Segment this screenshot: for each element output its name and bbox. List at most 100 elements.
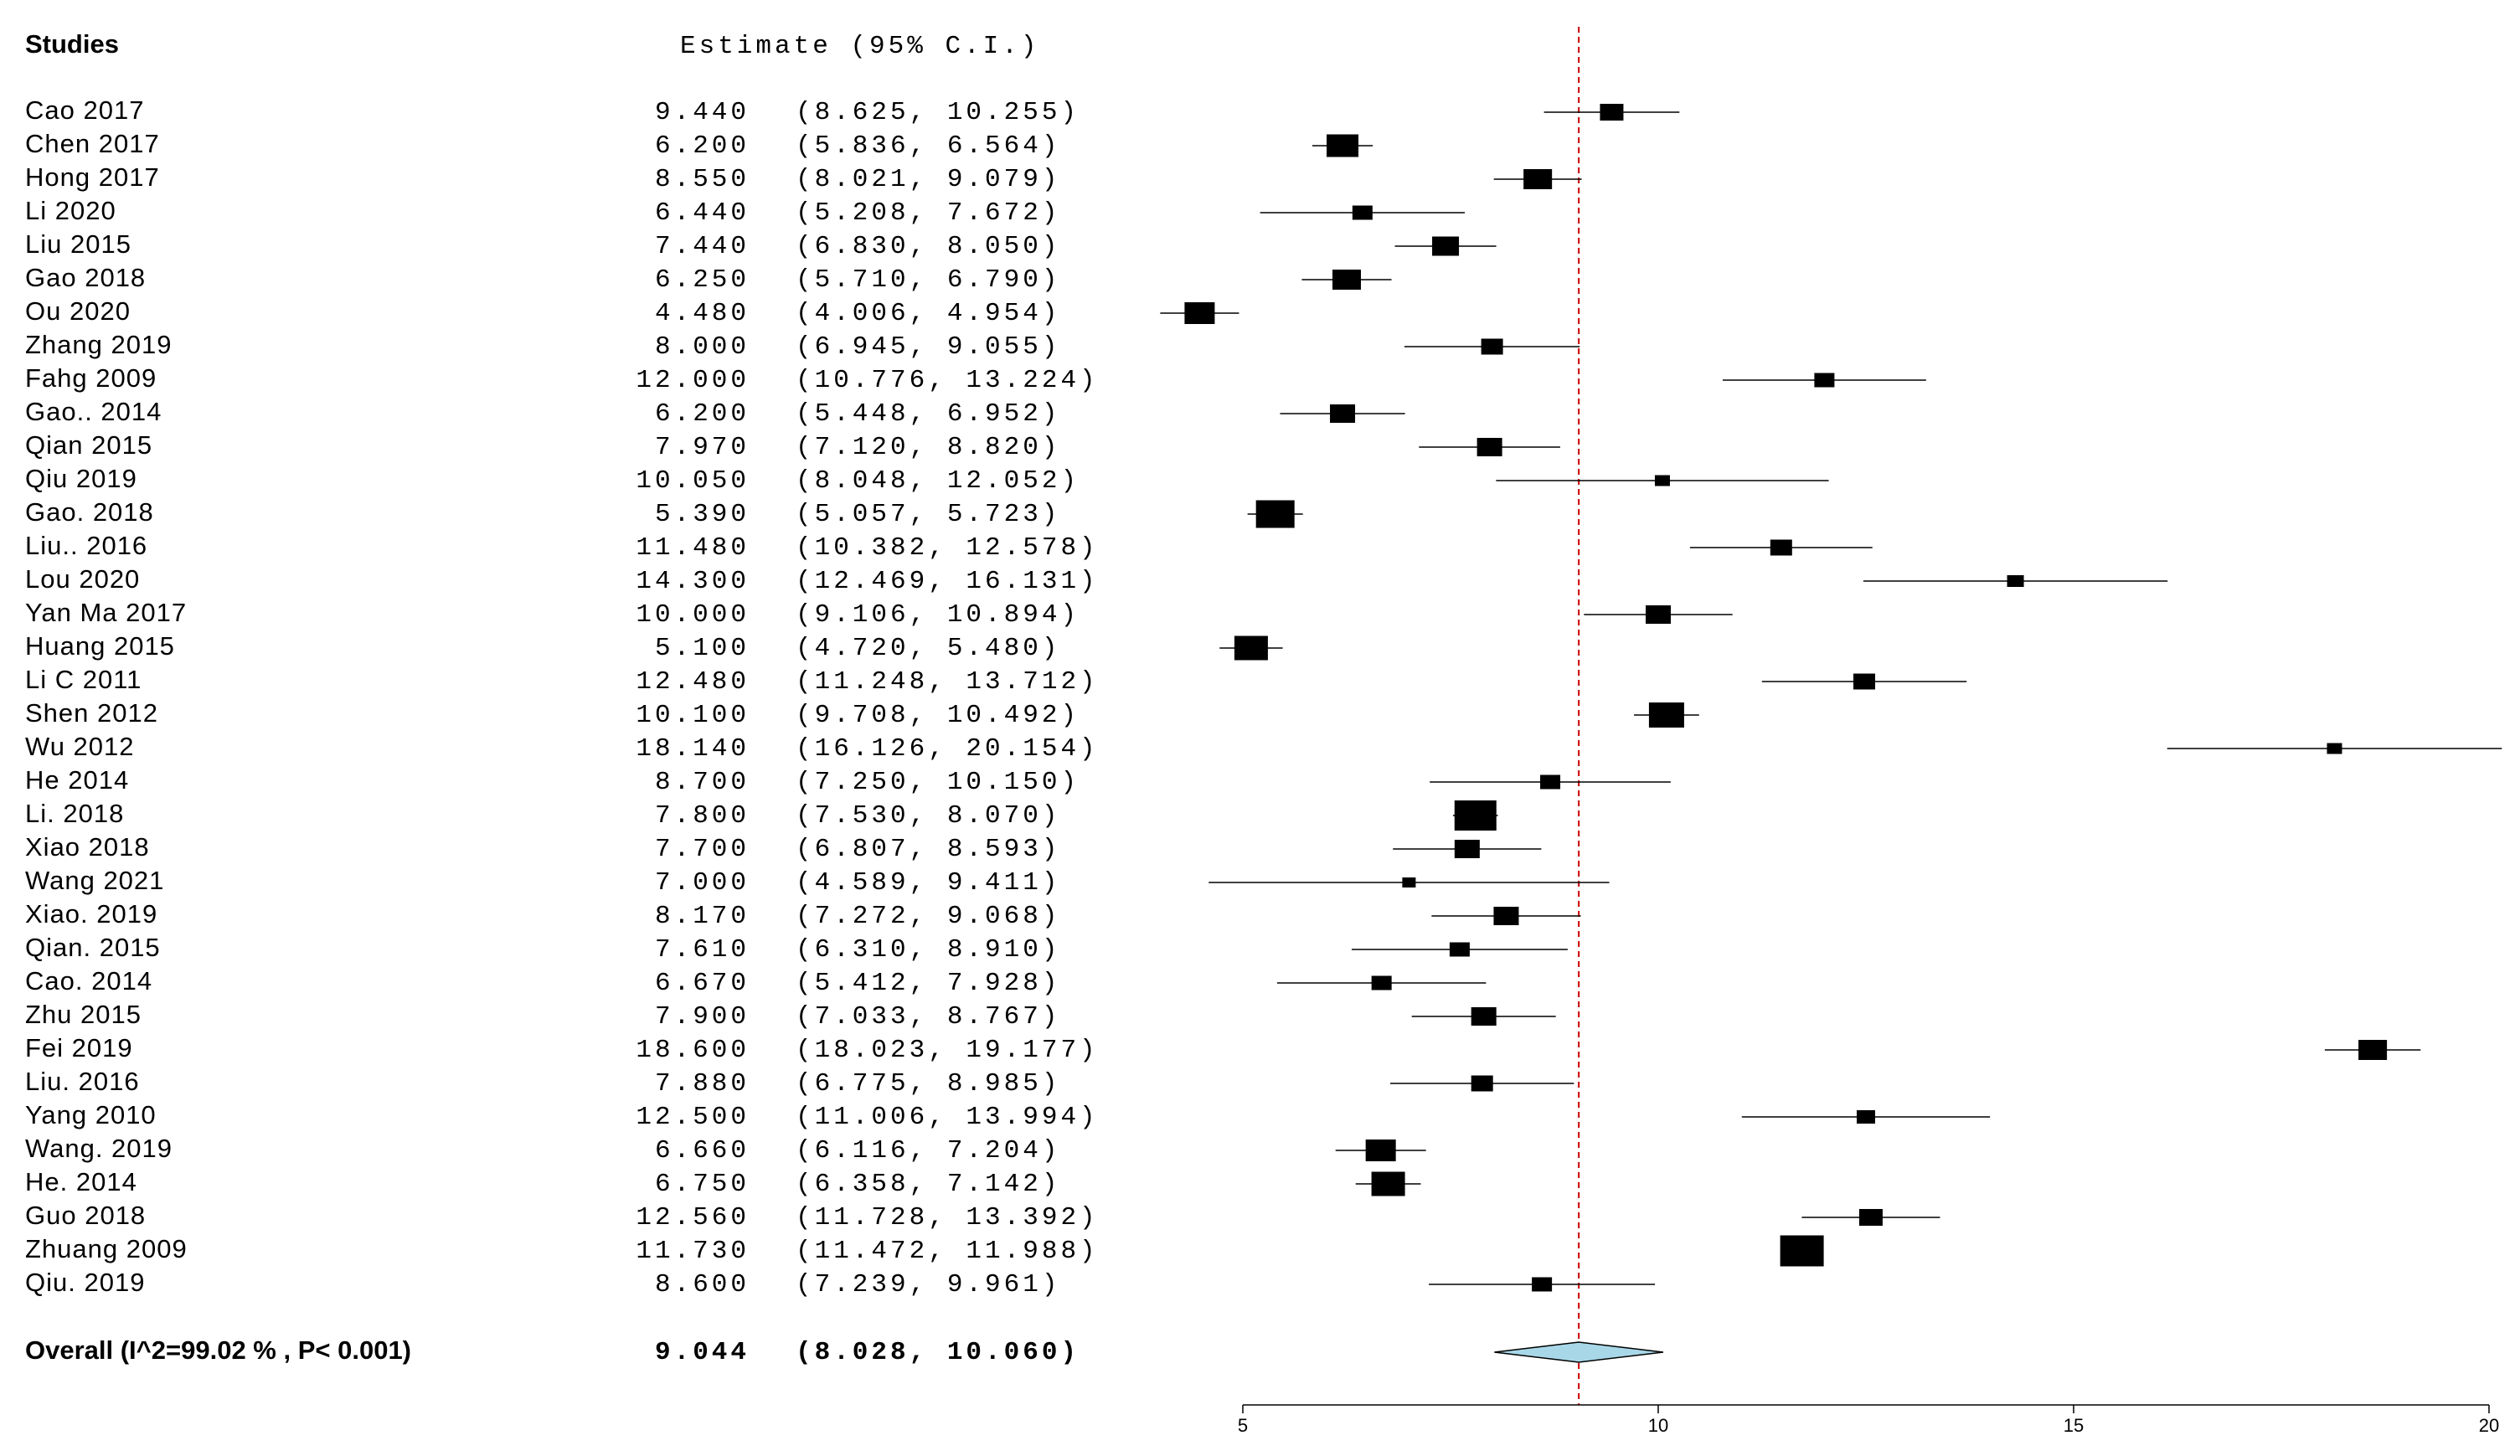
study-name: Zhang 2019 — [25, 330, 172, 359]
study-estimate: 12.500 — [636, 1103, 750, 1132]
study-estimate: 8.600 — [655, 1270, 750, 1299]
study-name: Li C 2011 — [25, 665, 142, 694]
effect-box — [1493, 907, 1519, 925]
study-name: Gao. 2018 — [25, 497, 154, 527]
study-name: Fahg 2009 — [25, 363, 157, 393]
effect-box — [1454, 840, 1480, 858]
study-ci: (7.120, 8.820) — [796, 433, 1060, 462]
study-ci: (7.239, 9.961) — [796, 1270, 1060, 1299]
effect-box — [1255, 500, 1295, 528]
study-name: Lou 2020 — [25, 564, 140, 594]
effect-box — [1648, 702, 1684, 728]
study-ci: (5.710, 6.790) — [796, 265, 1060, 295]
effect-box — [1184, 302, 1215, 324]
study-ci: (5.208, 7.672) — [796, 198, 1060, 228]
effect-box — [1857, 1110, 1875, 1124]
header-estimate: Estimate (95% C.I.) — [680, 32, 1039, 61]
study-ci: (18.023, 19.177) — [796, 1036, 1099, 1065]
study-ci: (6.116, 7.204) — [796, 1136, 1060, 1165]
overall-ci: (8.028, 10.060) — [796, 1338, 1080, 1367]
study-ci: (4.720, 5.480) — [796, 634, 1060, 663]
overall-label: Overall (I^2=99.02 % , P< 0.001) — [25, 1335, 411, 1365]
study-estimate: 7.970 — [655, 433, 750, 462]
x-tick-label: 15 — [2064, 1415, 2084, 1436]
study-name: Gao.. 2014 — [25, 397, 162, 426]
overall-estimate: 9.044 — [655, 1338, 750, 1367]
study-ci: (11.472, 11.988) — [796, 1237, 1099, 1266]
study-estimate: 6.200 — [655, 131, 750, 161]
study-ci: (6.358, 7.142) — [796, 1170, 1060, 1199]
study-name: He. 2014 — [25, 1167, 137, 1196]
study-estimate: 6.200 — [655, 399, 750, 429]
effect-box — [1540, 774, 1561, 790]
study-name: Gao 2018 — [25, 263, 146, 292]
study-estimate: 12.560 — [636, 1203, 750, 1232]
effect-box — [1481, 338, 1503, 355]
study-name: Wu 2012 — [25, 732, 135, 761]
study-name: Liu 2015 — [25, 229, 131, 259]
header-studies: Studies — [25, 29, 119, 59]
study-name: Qiu. 2019 — [25, 1268, 145, 1297]
effect-box — [1365, 1140, 1396, 1161]
study-name: Guo 2018 — [25, 1201, 146, 1230]
study-estimate: 6.750 — [655, 1170, 750, 1199]
study-name: Huang 2015 — [25, 631, 175, 661]
effect-box — [1600, 104, 1624, 121]
study-name: Wang. 2019 — [25, 1134, 173, 1163]
study-name: Hong 2017 — [25, 162, 160, 192]
study-estimate: 12.480 — [636, 667, 750, 697]
study-ci: (12.469, 16.131) — [796, 567, 1099, 596]
study-ci: (5.448, 6.952) — [796, 399, 1060, 429]
study-ci: (5.836, 6.564) — [796, 131, 1060, 161]
study-name: Xiao. 2019 — [25, 899, 157, 929]
study-estimate: 18.600 — [636, 1036, 750, 1065]
effect-box — [1814, 373, 1835, 388]
effect-box — [2007, 575, 2024, 587]
study-estimate: 7.440 — [655, 232, 750, 261]
effect-box — [1371, 975, 1392, 990]
study-ci: (6.310, 8.910) — [796, 935, 1060, 965]
study-name: Cao. 2014 — [25, 966, 152, 996]
study-ci: (4.006, 4.954) — [796, 299, 1060, 328]
effect-box — [1532, 1277, 1553, 1292]
effect-box — [2358, 1040, 2388, 1060]
study-name: Zhu 2015 — [25, 1000, 142, 1029]
study-name: Qian 2015 — [25, 430, 152, 460]
effect-box — [1780, 1235, 1824, 1267]
effect-box — [1476, 438, 1502, 456]
effect-box — [1432, 236, 1460, 256]
study-name: Liu.. 2016 — [25, 531, 147, 560]
study-ci: (11.248, 13.712) — [796, 667, 1099, 697]
effect-box — [1654, 475, 1670, 486]
study-estimate: 10.050 — [636, 466, 750, 496]
study-ci: (9.708, 10.492) — [796, 701, 1080, 730]
study-ci: (6.945, 9.055) — [796, 332, 1060, 362]
effect-box — [1332, 270, 1361, 290]
study-estimate: 6.670 — [655, 969, 750, 998]
effect-box — [1454, 800, 1497, 831]
study-estimate: 8.550 — [655, 165, 750, 194]
study-ci: (6.830, 8.050) — [796, 232, 1060, 261]
study-ci: (8.048, 12.052) — [796, 466, 1080, 496]
study-estimate: 18.140 — [636, 734, 750, 764]
study-estimate: 6.250 — [655, 265, 750, 295]
x-tick-label: 5 — [1238, 1415, 1248, 1436]
study-name: Wang 2021 — [25, 866, 164, 895]
effect-box — [2327, 743, 2342, 754]
study-ci: (4.589, 9.411) — [796, 868, 1060, 898]
study-estimate: 5.100 — [655, 634, 750, 663]
study-estimate: 8.170 — [655, 902, 750, 931]
effect-box — [1449, 942, 1470, 957]
study-ci: (7.033, 8.767) — [796, 1002, 1060, 1032]
study-ci: (7.272, 9.068) — [796, 902, 1060, 931]
study-ci: (5.057, 5.723) — [796, 500, 1060, 529]
study-ci: (10.382, 12.578) — [796, 533, 1099, 563]
study-estimate: 7.700 — [655, 835, 750, 864]
study-estimate: 7.900 — [655, 1002, 750, 1032]
study-name: Li 2020 — [25, 196, 116, 225]
study-name: Liu. 2016 — [25, 1067, 140, 1096]
study-ci: (11.728, 13.392) — [796, 1203, 1099, 1232]
study-name: Zhuang 2009 — [25, 1234, 188, 1263]
study-estimate: 8.000 — [655, 332, 750, 362]
